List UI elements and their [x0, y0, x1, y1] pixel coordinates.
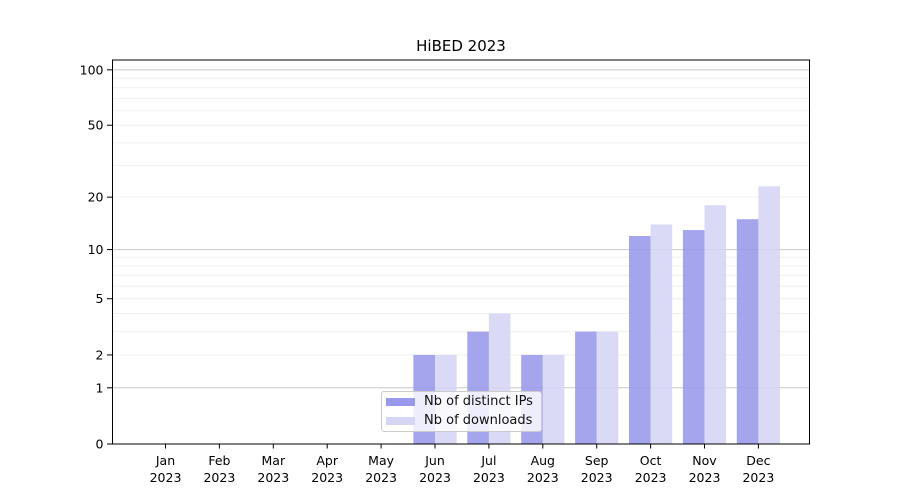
- x-tick-label-month: Sep: [585, 453, 609, 468]
- x-tick-label-year: 2023: [742, 470, 774, 485]
- x-tick-label-year: 2023: [581, 470, 613, 485]
- y-tick-label: 10: [88, 242, 104, 257]
- x-tick-label-month: Jun: [424, 453, 445, 468]
- x-tick-label-year: 2023: [311, 470, 343, 485]
- bar-downloads-dec: [758, 186, 780, 444]
- bars-layer: [413, 186, 780, 444]
- chart-title: HiBED 2023: [416, 37, 506, 55]
- y-tick-label: 100: [80, 62, 104, 77]
- legend-label-distinct-ips: Nb of distinct IPs: [424, 394, 533, 410]
- legend: Nb of distinct IPs Nb of downloads: [381, 391, 542, 432]
- legend-label-downloads: Nb of downloads: [424, 412, 533, 428]
- bar-downloads-nov: [704, 205, 727, 444]
- x-tick-label-year: 2023: [473, 470, 505, 485]
- y-tick-label: 1: [96, 380, 104, 395]
- x-tick-label-year: 2023: [203, 470, 235, 485]
- bar-downloads-sep: [596, 331, 619, 444]
- x-tick-label-month: Jul: [480, 453, 496, 468]
- x-tick-label-month: Aug: [531, 453, 555, 468]
- x-tick-label-month: Apr: [316, 453, 338, 468]
- bar-downloads-oct: [650, 224, 673, 444]
- y-tick-label: 0: [96, 437, 104, 452]
- x-tick-label-year: 2023: [419, 470, 451, 485]
- y-tick-label: 2: [96, 347, 104, 362]
- x-tick-label-month: Oct: [640, 453, 662, 468]
- x-tick-label-year: 2023: [365, 470, 397, 485]
- bar-downloads-aug: [542, 354, 565, 444]
- x-tick-label-month: Mar: [262, 453, 286, 468]
- bar-distinct-ips-nov: [682, 230, 705, 444]
- y-tick-label: 5: [96, 291, 104, 306]
- y-tick-label: 20: [88, 190, 104, 205]
- x-tick-label-year: 2023: [150, 470, 182, 485]
- bar-distinct-ips-sep: [575, 331, 597, 444]
- x-tick-label-year: 2023: [635, 470, 667, 485]
- x-tick-label-month: May: [368, 453, 394, 468]
- y-tick-label: 50: [88, 118, 104, 133]
- x-tick-label-month: Nov: [692, 453, 717, 468]
- axes-layer: 0 1 2 5 10 20 50 100 Jan 2023 Feb 2023 Mar 2023 Apr 202…: [80, 59, 810, 485]
- grid-layer: [112, 69, 810, 389]
- x-tick-label-year: 2023: [257, 470, 289, 485]
- legend-swatch-distinct-ips: [386, 398, 415, 407]
- x-tick-label-year: 2023: [527, 470, 559, 485]
- legend-item-downloads: Nb of downloads: [386, 412, 535, 428]
- bar-distinct-ips-oct: [629, 236, 651, 444]
- legend-item-distinct-ips: Nb of distinct IPs: [386, 394, 535, 410]
- bar-distinct-ips-dec: [736, 219, 759, 444]
- plot-frame: [112, 59, 810, 445]
- legend-swatch-downloads: [386, 416, 415, 425]
- x-tick-label-month: Feb: [208, 453, 230, 468]
- x-tick-label-month: Jan: [155, 453, 175, 468]
- x-tick-label-month: Dec: [746, 453, 770, 468]
- x-tick-label-year: 2023: [689, 470, 721, 485]
